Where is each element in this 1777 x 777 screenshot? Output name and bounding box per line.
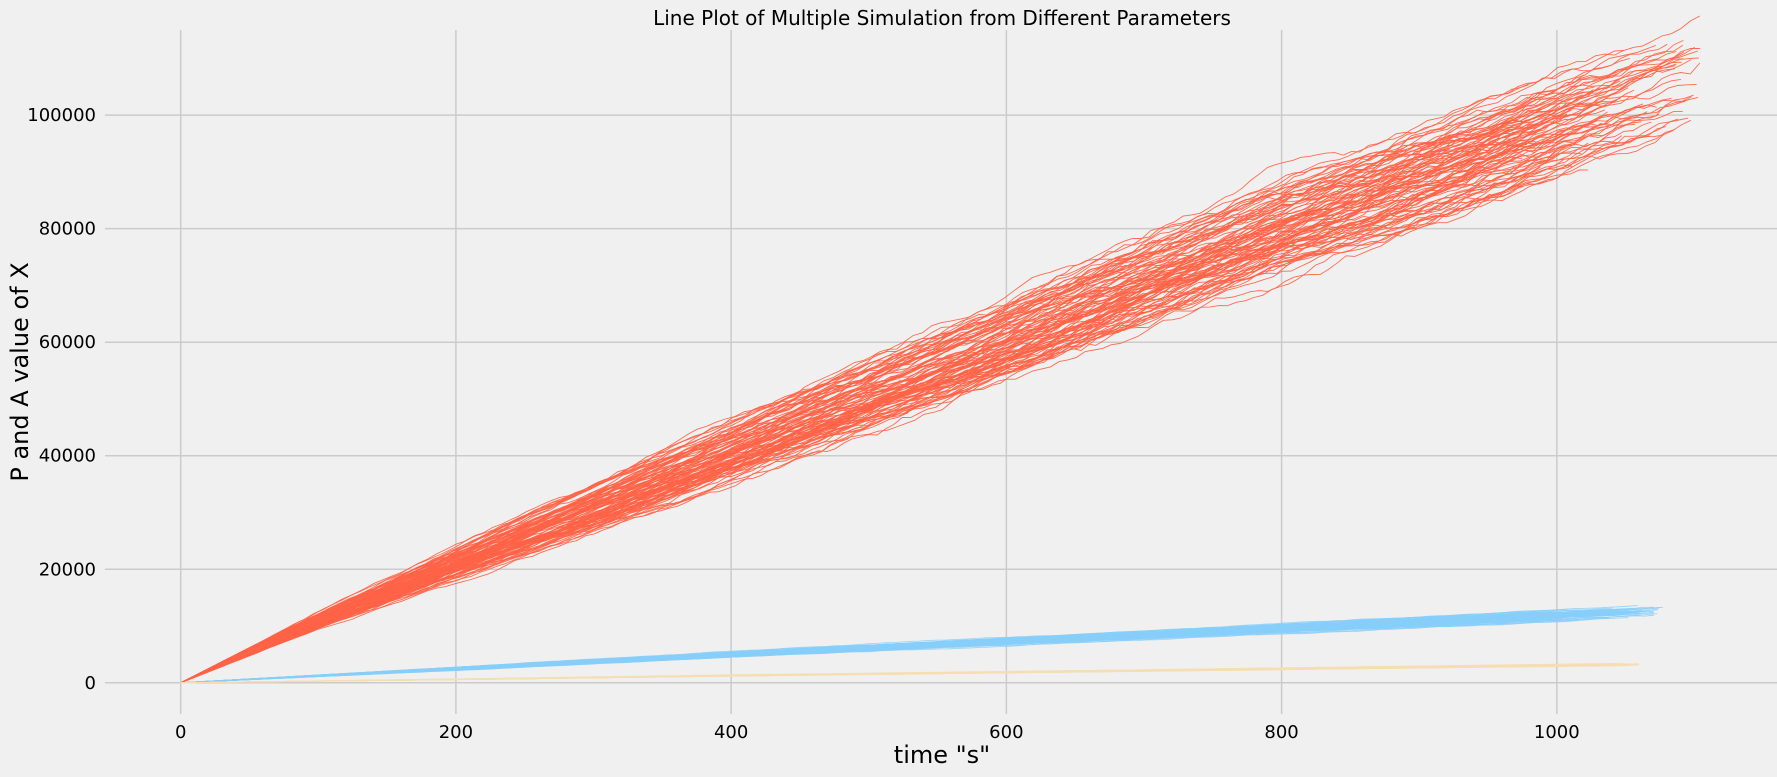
series-line xyxy=(180,89,1594,684)
series-line xyxy=(180,84,1529,684)
series-line xyxy=(180,39,1684,684)
series-line xyxy=(180,73,1619,684)
y-axis-title: P and A value of X xyxy=(6,262,34,481)
tick-labels: 0 200 400 600 800 1000 0 20000 40000 60000 80000 10… xyxy=(27,105,1579,743)
series-line xyxy=(180,78,1681,684)
series-group xyxy=(180,605,1664,684)
series-line xyxy=(180,608,1569,684)
y-tick-label: 20000 xyxy=(39,559,96,580)
series-group xyxy=(180,15,1701,684)
series-line xyxy=(180,94,1583,684)
series-line xyxy=(180,49,1624,684)
series-line xyxy=(180,88,1601,684)
y-tick-label: 100000 xyxy=(27,105,96,126)
series-line xyxy=(180,180,1548,684)
y-tick-label: 60000 xyxy=(39,332,96,353)
x-axis-title: time "s" xyxy=(894,741,990,769)
y-tick-label: 0 xyxy=(85,673,96,694)
series-line xyxy=(180,114,1609,684)
series-line xyxy=(180,126,1538,684)
series-line xyxy=(180,612,1607,684)
x-tick-label: 0 xyxy=(175,722,186,743)
x-tick-label: 600 xyxy=(989,722,1023,743)
x-tick-label: 200 xyxy=(439,722,473,743)
series-line xyxy=(180,125,1609,684)
series-group xyxy=(180,663,1640,684)
series-line xyxy=(180,664,1640,684)
series-line xyxy=(180,164,1573,684)
y-tick-label: 80000 xyxy=(39,219,96,240)
y-tick-label: 40000 xyxy=(39,446,96,467)
series-line xyxy=(180,45,1684,684)
x-tick-label: 400 xyxy=(714,722,748,743)
x-tick-label: 1000 xyxy=(1534,722,1580,743)
series-lines xyxy=(180,15,1701,684)
series-line xyxy=(180,121,1652,684)
series-line xyxy=(180,663,1638,684)
x-tick-label: 800 xyxy=(1264,722,1298,743)
chart-title: Line Plot of Multiple Simulation from Di… xyxy=(653,6,1231,30)
series-line xyxy=(180,152,1582,684)
series-line xyxy=(180,121,1532,684)
series-line xyxy=(180,113,1568,684)
